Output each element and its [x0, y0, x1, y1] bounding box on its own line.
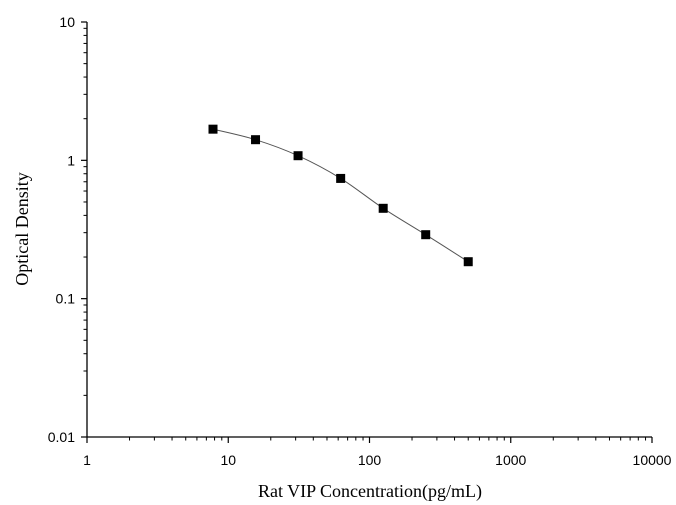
x-tick-label: 1000: [495, 452, 526, 468]
y-tick-label: 1: [67, 152, 75, 168]
axes: 1 10 100 1000 10000 0.01 0.1 1 10: [48, 14, 672, 468]
y-tick-label: 0.1: [56, 291, 76, 307]
data-point-marker: [421, 230, 431, 240]
data-point-marker: [463, 257, 473, 267]
data-point-marker: [378, 203, 388, 213]
x-tick-label: 1: [83, 452, 91, 468]
y-axis-title: Optical Density: [12, 172, 32, 285]
series-line: [212, 128, 469, 263]
x-tick-label: 100: [358, 452, 382, 468]
data-point-marker: [208, 124, 218, 134]
data-point-marker: [293, 151, 303, 161]
data-point-marker: [251, 135, 261, 145]
x-tick-label: 10: [220, 452, 236, 468]
fitted-curve: [212, 128, 469, 263]
y-tick-label: 10: [59, 14, 75, 30]
data-point-marker: [336, 173, 346, 183]
y-tick-label: 0.01: [48, 429, 75, 445]
x-axis-title: Rat VIP Concentration(pg/mL): [258, 481, 482, 502]
data-points: [208, 124, 473, 267]
x-tick-label: 10000: [633, 452, 672, 468]
